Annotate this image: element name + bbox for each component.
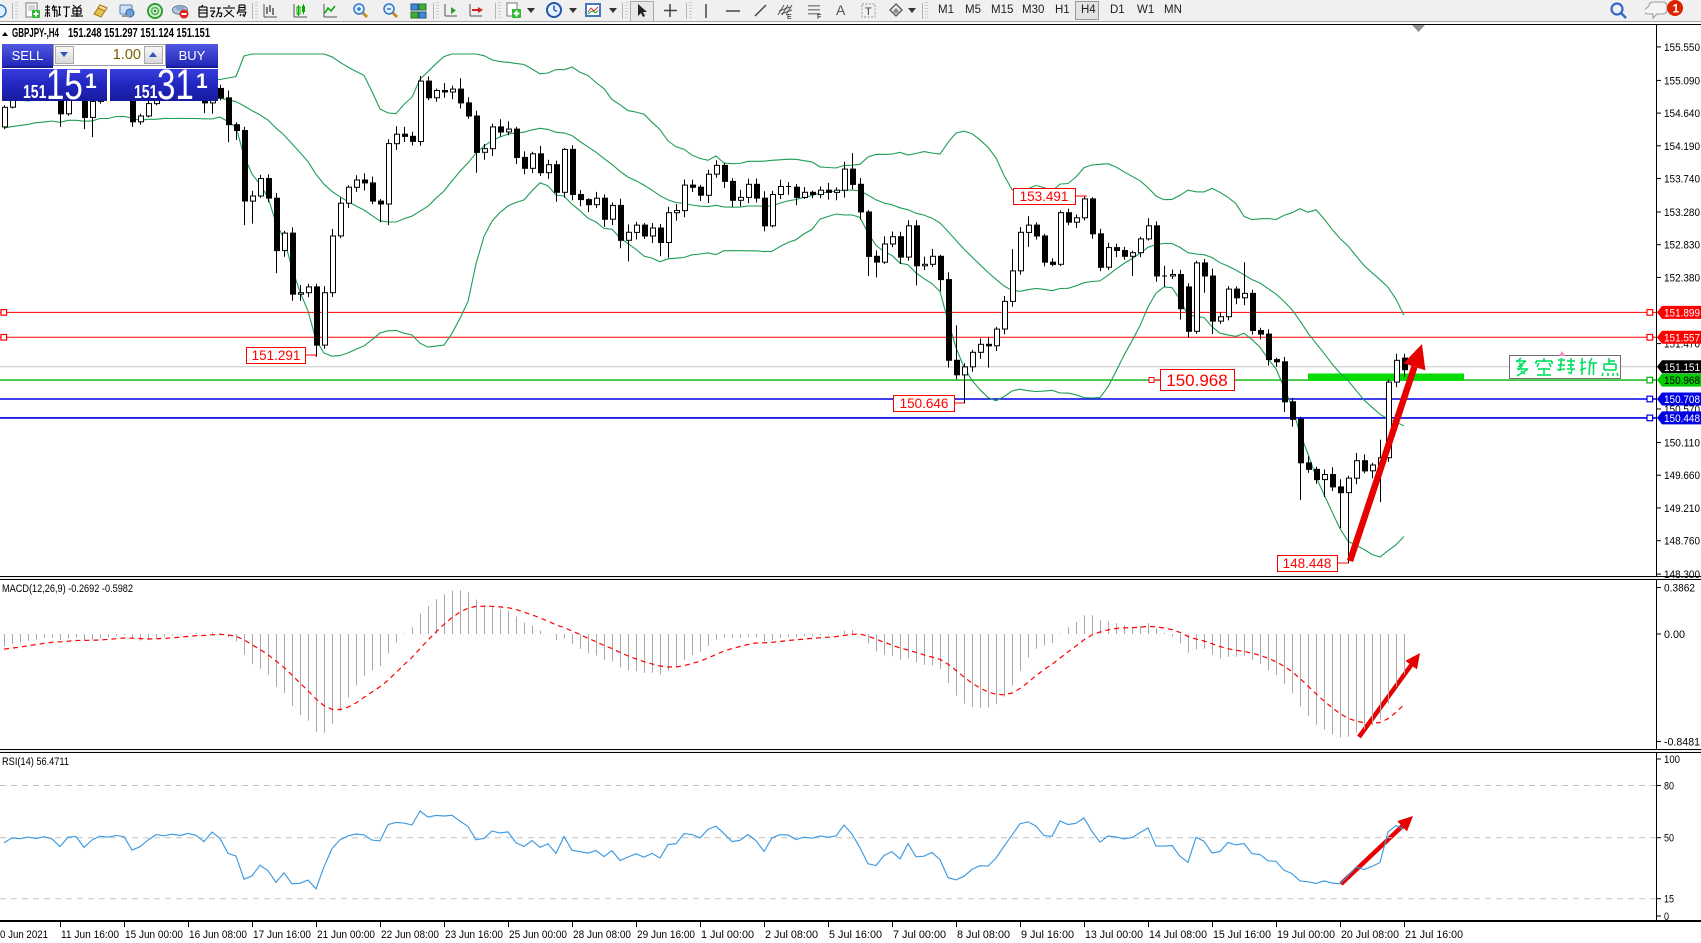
svg-text:15 Jun 00:00: 15 Jun 00:00 — [125, 929, 183, 941]
svg-text:149.210: 149.210 — [1664, 503, 1700, 515]
svg-text:17 Jun 16:00: 17 Jun 16:00 — [253, 929, 311, 941]
svg-text:RSI(14) 56.4711: RSI(14) 56.4711 — [2, 756, 69, 768]
svg-text:T: T — [865, 6, 872, 18]
svg-text:151.151: 151.151 — [1664, 362, 1700, 374]
svg-text:150.448: 150.448 — [1664, 413, 1700, 425]
svg-text:154.190: 154.190 — [1664, 141, 1700, 153]
svg-text:150.968: 150.968 — [1166, 371, 1227, 390]
svg-text:150.708: 150.708 — [1664, 394, 1700, 406]
svg-text:151.557: 151.557 — [1664, 332, 1700, 344]
svg-text:28 Jun 08:00: 28 Jun 08:00 — [573, 929, 631, 941]
svg-text:50: 50 — [1664, 833, 1674, 845]
svg-text:150.968: 150.968 — [1664, 375, 1700, 387]
svg-text:2 Jul 08:00: 2 Jul 08:00 — [765, 929, 818, 941]
svg-text:21 Jul 16:00: 21 Jul 16:00 — [1405, 929, 1463, 941]
svg-text:11 Jun 16:00: 11 Jun 16:00 — [61, 929, 119, 941]
svg-text:-0.8481: -0.8481 — [1664, 737, 1700, 749]
svg-text:GBPJPY-,H4: GBPJPY-,H4 — [12, 26, 59, 40]
svg-text:13 Jul 00:00: 13 Jul 00:00 — [1085, 929, 1143, 941]
svg-text:151.248 151.297 151.124 151.15: 151.248 151.297 151.124 151.151 — [68, 26, 210, 40]
svg-text:8 Jul 08:00: 8 Jul 08:00 — [957, 929, 1010, 941]
svg-text:16 Jun 08:00: 16 Jun 08:00 — [189, 929, 247, 941]
svg-text:0.3862: 0.3862 — [1664, 583, 1695, 595]
svg-text:5 Jul 16:00: 5 Jul 16:00 — [829, 929, 882, 941]
svg-text:153.280: 153.280 — [1664, 207, 1700, 219]
svg-text:153.740: 153.740 — [1664, 174, 1700, 186]
svg-text:F: F — [817, 14, 821, 20]
svg-text:14 Jul 08:00: 14 Jul 08:00 — [1149, 929, 1207, 941]
svg-text:1: 1 — [1673, 2, 1680, 16]
svg-text:19 Jul 00:00: 19 Jul 00:00 — [1277, 929, 1335, 941]
svg-text:151.291: 151.291 — [252, 348, 301, 363]
svg-text:151.899: 151.899 — [1664, 307, 1700, 319]
svg-text:15 Jul 16:00: 15 Jul 16:00 — [1213, 929, 1271, 941]
svg-text:155.550: 155.550 — [1664, 42, 1700, 54]
svg-text:155.090: 155.090 — [1664, 75, 1700, 87]
svg-text:152.380: 152.380 — [1664, 272, 1700, 284]
svg-text:MACD(12,26,9) -0.2692 -0.5982: MACD(12,26,9) -0.2692 -0.5982 — [2, 583, 133, 595]
svg-text:E: E — [787, 14, 792, 20]
svg-text:22 Jun 08:00: 22 Jun 08:00 — [381, 929, 439, 941]
svg-text:1 Jul 00:00: 1 Jul 00:00 — [701, 929, 754, 941]
svg-text:29 Jun 16:00: 29 Jun 16:00 — [637, 929, 695, 941]
svg-text:9 Jul 16:00: 9 Jul 16:00 — [1021, 929, 1074, 941]
svg-text:153.491: 153.491 — [1020, 189, 1069, 204]
svg-text:148.448: 148.448 — [1283, 556, 1332, 571]
svg-text:154.640: 154.640 — [1664, 108, 1700, 120]
svg-text:0 Jun 2021: 0 Jun 2021 — [0, 929, 48, 941]
svg-text:23 Jun 16:00: 23 Jun 16:00 — [445, 929, 503, 941]
svg-text:150.646: 150.646 — [900, 396, 949, 411]
svg-text:148.300: 148.300 — [1664, 569, 1700, 581]
svg-text:20 Jul 08:00: 20 Jul 08:00 — [1341, 929, 1399, 941]
svg-text:25 Jun 00:00: 25 Jun 00:00 — [509, 929, 567, 941]
svg-text:152.830: 152.830 — [1664, 240, 1700, 252]
svg-text:0: 0 — [1664, 911, 1669, 923]
svg-text:80: 80 — [1664, 780, 1674, 792]
svg-text:0.00: 0.00 — [1664, 629, 1685, 641]
svg-text:21 Jun 00:00: 21 Jun 00:00 — [317, 929, 375, 941]
svg-text:149.660: 149.660 — [1664, 470, 1700, 482]
svg-text:100: 100 — [1664, 754, 1680, 766]
svg-text:150.110: 150.110 — [1664, 438, 1700, 450]
svg-text:7 Jul 00:00: 7 Jul 00:00 — [893, 929, 946, 941]
svg-text:15: 15 — [1664, 894, 1674, 906]
svg-text:148.760: 148.760 — [1664, 536, 1700, 548]
